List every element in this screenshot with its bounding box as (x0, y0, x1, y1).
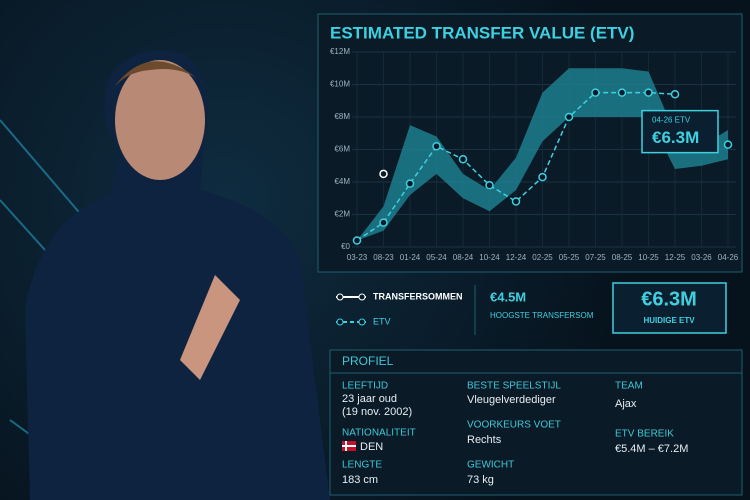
legend-label: ETV (373, 316, 391, 326)
field-label: GEWICHT (467, 460, 514, 471)
field-label: TEAM (615, 381, 643, 392)
field-value: 73 kg (467, 474, 494, 486)
x-tick-label: 01-24 (400, 253, 421, 262)
current-etv-label: HUIDIGE ETV (643, 316, 695, 325)
data-point (432, 142, 441, 151)
field-value: 183 cm (342, 474, 378, 486)
x-tick-label: 05-25 (559, 253, 580, 262)
x-tick-label: 10-24 (479, 253, 500, 262)
legend-swatch (336, 293, 344, 301)
data-point (352, 236, 362, 245)
flag (342, 441, 356, 451)
field-label: BESTE SPEELSTIJL (467, 381, 561, 392)
x-tick-label: 05-24 (426, 253, 447, 262)
data-point (591, 88, 600, 97)
data-point (458, 155, 468, 164)
y-tick-label: €4M (334, 177, 350, 186)
highest-transfer-label: HOOGSTE TRANSFERSOM (490, 311, 594, 320)
field-label: VOORKEURS VOET (467, 420, 561, 431)
y-tick-label: €6M (334, 145, 350, 154)
data-point (485, 181, 494, 190)
field-value: DEN (360, 441, 383, 453)
x-tick-label: 08-25 (612, 253, 633, 262)
field-label: ETV BEREIK (615, 429, 674, 440)
y-tick-label: €8M (334, 112, 350, 121)
data-point (405, 179, 415, 188)
legend-swatch (336, 318, 344, 326)
data-point (511, 197, 521, 206)
etv-range-band (357, 68, 728, 241)
profile-title: PROFIEL (342, 354, 394, 368)
highest-transfer: €4.5M (490, 289, 526, 304)
y-tick-label: €10M (330, 80, 350, 89)
profile-panel (329, 349, 743, 496)
x-tick-label: 08-24 (453, 253, 474, 262)
field-value: Vleugelverdediger (467, 394, 556, 406)
field-value: Rechts (467, 434, 502, 446)
data-point (538, 172, 547, 182)
field-value: €5.4M – €7.2M (615, 443, 688, 455)
x-tick-label: 12-24 (506, 253, 527, 262)
x-tick-label: 10-25 (638, 253, 659, 262)
data-point (564, 112, 574, 122)
legend-swatch (358, 318, 366, 326)
x-tick-label: 08-23 (373, 253, 394, 262)
chart-title: ESTIMATED TRANSFER VALUE (ETV) (330, 23, 634, 42)
x-tick-label: 03-23 (347, 253, 368, 262)
legend-swatch (358, 293, 366, 301)
current-etv-box (612, 282, 727, 334)
data-point (379, 218, 388, 227)
player-photo (0, 50, 330, 500)
field-label: LENGTE (342, 460, 382, 471)
callout (641, 109, 719, 154)
data-point (644, 88, 653, 97)
y-tick-label: €2M (334, 210, 350, 219)
current-etv: €6.3M (641, 288, 697, 310)
data-point (379, 169, 388, 179)
field-value: (19 nov. 2002) (342, 406, 412, 418)
x-tick-label: 03-26 (691, 253, 712, 262)
y-tick-label: €12M (330, 47, 350, 56)
x-tick-label: 07-25 (585, 253, 606, 262)
callout-label: 04-26 ETV (652, 116, 691, 125)
field-label: NATIONALITEIT (342, 428, 416, 439)
legend-label: TRANSFERSOMMEN (373, 291, 463, 301)
data-label: €6.3M (652, 128, 699, 147)
data-point (670, 90, 680, 99)
y-tick-label: €0 (341, 242, 350, 251)
data-point (617, 88, 627, 97)
x-tick-label: 12-25 (665, 253, 686, 262)
field-value: 23 jaar oud (342, 393, 397, 405)
x-tick-label: 04-26 (718, 253, 739, 262)
field-label: LEEFTIJD (342, 381, 388, 392)
field-value: Ajax (615, 398, 637, 410)
data-point (723, 140, 733, 149)
x-tick-label: 02-25 (532, 253, 553, 262)
